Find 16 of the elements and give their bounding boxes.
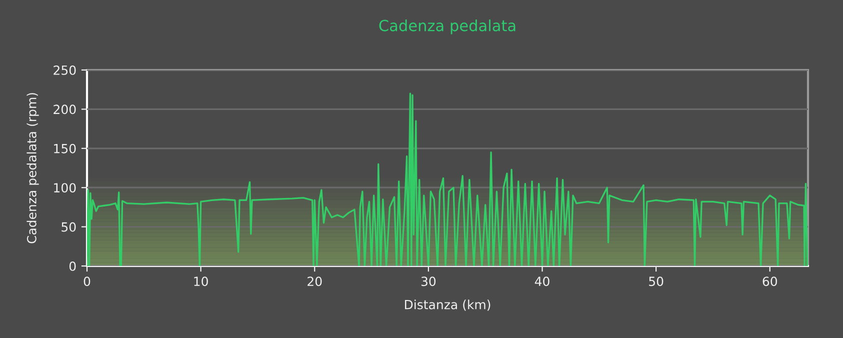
y-tick-label: 100 xyxy=(54,183,76,193)
chart-title: Cadenza pedalata xyxy=(379,20,516,34)
y-tick-label: 250 xyxy=(54,65,76,75)
x-tick-label: 20 xyxy=(308,276,322,286)
y-tick-label: 150 xyxy=(54,144,76,154)
x-tick-label: 0 xyxy=(84,276,90,286)
x-tick-label: 50 xyxy=(649,276,664,286)
y-tick-label: 50 xyxy=(62,222,76,232)
y-tick-label: 200 xyxy=(54,104,76,114)
x-axis-title: Distanza (km) xyxy=(405,300,490,311)
x-tick-label: 60 xyxy=(762,276,777,286)
x-tick-label: 40 xyxy=(534,276,550,286)
x-tick-label: 30 xyxy=(421,276,436,286)
x-tick-label: 10 xyxy=(194,276,208,286)
y-axis-title: Cadenza pedalata (rpm) xyxy=(26,93,39,244)
y-tick-label: 0 xyxy=(69,261,76,271)
